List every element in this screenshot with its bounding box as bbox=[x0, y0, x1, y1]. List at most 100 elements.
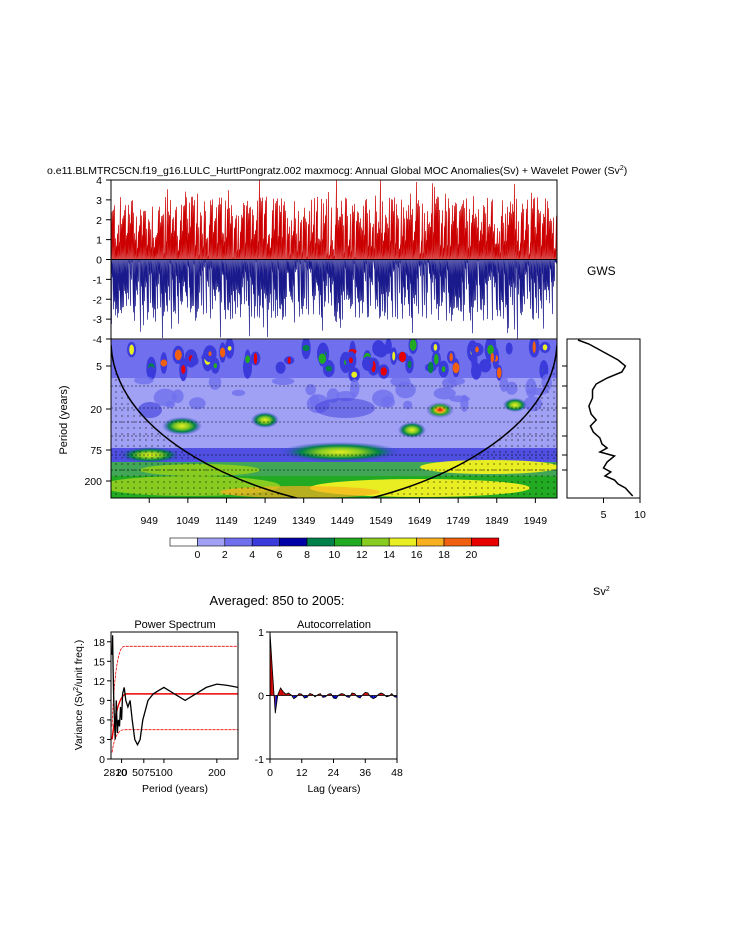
wavelet-hf-peak bbox=[208, 351, 212, 357]
wavelet-hf-peak bbox=[245, 355, 251, 364]
ac-xtick-label: 48 bbox=[391, 767, 403, 779]
wavelet-hf-peak bbox=[181, 365, 186, 374]
ts-ytick-label: 3 bbox=[96, 195, 102, 207]
colorbar-swatch bbox=[279, 537, 308, 547]
wavelet-hf-peak bbox=[542, 344, 548, 351]
wavelet-mid-cell bbox=[208, 374, 222, 390]
wv-xtick-label: 1449 bbox=[331, 515, 355, 527]
power-spectrum-x-label: Period (years) bbox=[142, 783, 208, 795]
ac-ytick-label: 0 bbox=[258, 691, 264, 703]
power-spectrum-frame bbox=[110, 631, 239, 760]
wavelet-hf-peak bbox=[219, 347, 226, 358]
wv-ytick-label: 5 bbox=[96, 361, 102, 373]
autocorrelation-x-axis: 0 12 24 36 48 bbox=[267, 759, 403, 779]
wv-xtick-label: 1249 bbox=[253, 515, 277, 527]
colorbar-swatch bbox=[251, 537, 280, 547]
wavelet-hf-peak bbox=[496, 367, 502, 379]
wv-ytick-label: 75 bbox=[90, 445, 102, 457]
wavelet-mid-cell bbox=[449, 395, 470, 403]
wavelet-hf-peak bbox=[349, 357, 353, 364]
wavelet-hf-peak bbox=[407, 360, 412, 369]
ts-ytick-label: -2 bbox=[93, 294, 102, 306]
wv-xtick-label: 1549 bbox=[369, 515, 393, 527]
ps-ytick-label: 18 bbox=[93, 637, 105, 649]
wavelet-hf-cell bbox=[542, 362, 549, 375]
autocorr-line bbox=[270, 632, 397, 714]
ps-ytick-label: 15 bbox=[93, 656, 105, 668]
ps-ytick-label: 6 bbox=[99, 715, 105, 727]
ps-ytick-label: 3 bbox=[99, 734, 105, 746]
ps-xtick-label: 2810 bbox=[104, 767, 128, 779]
wavelet-hf-cell bbox=[374, 343, 388, 358]
power-spectrum-y-axis: 0 3 6 9 12 15 18 bbox=[93, 637, 111, 766]
averaged-title: Averaged: 850 to 2005: bbox=[210, 593, 345, 608]
ps-xtick-label: 100 bbox=[155, 767, 173, 779]
wavelet-y-label: Period (years) bbox=[58, 385, 70, 454]
gws-xtick-label: 5 bbox=[601, 509, 607, 521]
timeseries-y-axis: 4 3 2 1 0 -1 -2 -3 -4 bbox=[93, 175, 111, 346]
ac-ytick-label: -1 bbox=[255, 754, 264, 766]
ts-ytick-label: 2 bbox=[96, 215, 102, 227]
colorbar-label: 2 bbox=[222, 549, 228, 561]
wavelet-hf-peak bbox=[129, 344, 135, 355]
wavelet-hf-cell bbox=[362, 356, 374, 371]
wavelet-hf-peak bbox=[380, 367, 387, 376]
wavelet-hf-peak bbox=[427, 361, 434, 374]
wavelet-hf-peak bbox=[490, 352, 494, 363]
wavelet-hf-peak bbox=[325, 365, 333, 372]
wavelet-hf-peak bbox=[392, 351, 396, 361]
ps-xtick-label: 200 bbox=[208, 767, 226, 779]
ts-ytick-label: -3 bbox=[93, 314, 102, 326]
wv-xtick-label: 1349 bbox=[292, 515, 316, 527]
wavelet-mid-cell bbox=[305, 384, 317, 396]
gws-xtick-label: 10 bbox=[634, 509, 646, 521]
colorbar-label: 4 bbox=[249, 549, 255, 561]
colorbar-label: 0 bbox=[194, 549, 200, 561]
colorbar: 0 2 4 6 8 10 12 14 16 18 20 bbox=[169, 537, 500, 561]
colorbar-swatch bbox=[443, 537, 472, 547]
colorbar-label: 18 bbox=[438, 549, 450, 561]
wavelet-hf-peak bbox=[487, 344, 494, 355]
ts-ytick-label: -4 bbox=[93, 334, 102, 346]
colorbar-swatch bbox=[388, 537, 417, 547]
wavelet-hf-peak bbox=[351, 371, 358, 378]
wavelet-mid-cell bbox=[433, 387, 456, 400]
wv-xtick-label: 1849 bbox=[485, 515, 509, 527]
wavelet-hf-cell bbox=[505, 342, 513, 355]
wavelet-hf-cell bbox=[479, 359, 492, 373]
autocorrelation-plot bbox=[270, 632, 397, 714]
wavelet-x-axis: 949 1049 1149 1249 1349 1449 1549 1649 1749 1849 1… bbox=[140, 498, 547, 527]
ac-ytick-label: 1 bbox=[258, 627, 264, 639]
sv2-label: Sv2 bbox=[593, 586, 610, 598]
power-spectrum-title: Power Spectrum bbox=[134, 619, 215, 631]
wavelet-hf-peak bbox=[532, 341, 536, 354]
wv-xtick-label: 1949 bbox=[524, 515, 548, 527]
ts-ytick-label: 1 bbox=[96, 235, 102, 247]
colorbar-swatch bbox=[169, 537, 198, 547]
ts-ytick-label: 4 bbox=[96, 175, 102, 187]
positive-anomaly-bars bbox=[111, 180, 557, 261]
ps-xtick-label: 20 bbox=[116, 767, 128, 779]
ac-xtick-label: 36 bbox=[359, 767, 371, 779]
colorbar-swatch bbox=[334, 537, 363, 547]
autocorr-negative-fill bbox=[373, 695, 376, 699]
wavelet-hf-peak bbox=[475, 346, 479, 353]
wavelet-hf-peak bbox=[441, 366, 446, 373]
wavelet-hf-peak bbox=[409, 339, 417, 351]
wavelet-mid-cell bbox=[442, 377, 457, 389]
wavelet-mid-cell bbox=[395, 381, 416, 399]
wavelet-hf-cell bbox=[471, 362, 482, 380]
wavelet-hf-peak bbox=[433, 344, 438, 351]
wavelet-mid-cell bbox=[403, 400, 413, 410]
wavelet-heatmap bbox=[111, 339, 557, 498]
colorbar-label: 6 bbox=[277, 549, 283, 561]
wavelet-hf-cell bbox=[275, 361, 286, 374]
colorbar-label: 10 bbox=[329, 549, 341, 561]
ac-xtick-label: 12 bbox=[296, 767, 308, 779]
ac-xtick-label: 24 bbox=[328, 767, 340, 779]
wavelet-hf-peak bbox=[318, 353, 327, 364]
wavelet-hf-peak bbox=[160, 359, 168, 367]
wavelet-mid-cell bbox=[372, 389, 394, 407]
